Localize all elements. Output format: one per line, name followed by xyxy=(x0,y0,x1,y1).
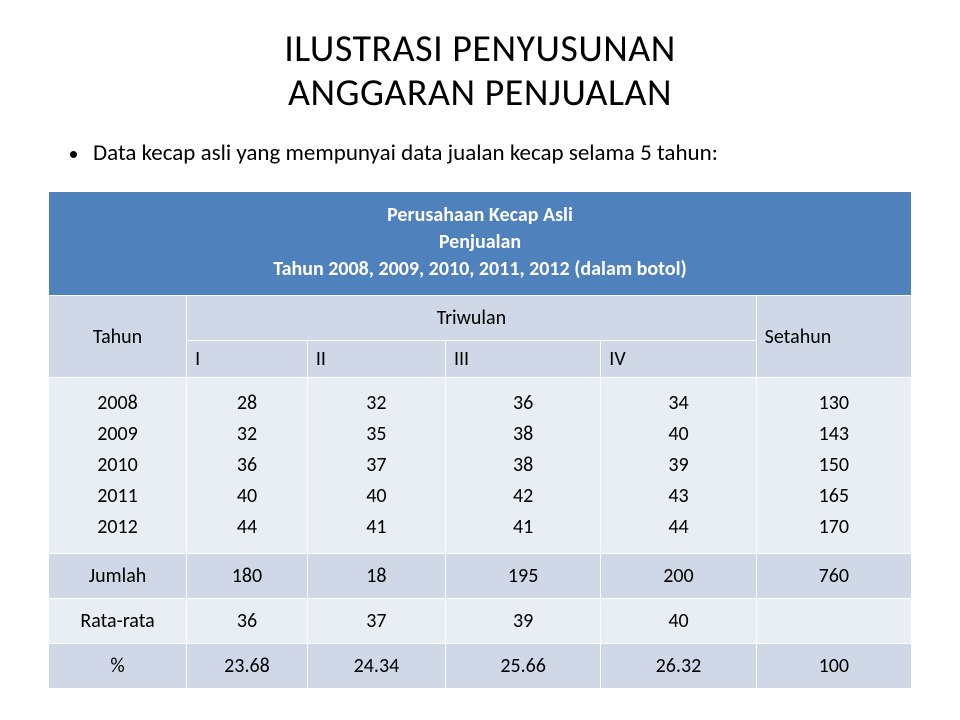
pct-q2: 24.34 xyxy=(307,644,445,689)
bullet-item: Data kecap asli yang mempunyai data jual… xyxy=(70,139,912,169)
sales-table: Perusahaan Kecap Asli Penjualan Tahun 20… xyxy=(48,191,912,689)
pct-q3: 25.66 xyxy=(445,644,600,689)
rata-annual xyxy=(756,599,911,644)
title-line2: ANGGARAN PENJUALAN xyxy=(288,70,672,116)
bullet-dot-icon xyxy=(70,151,77,158)
jumlah-q1: 180 xyxy=(187,554,308,599)
table-sum-row: Jumlah 180 18 195 200 760 xyxy=(49,554,912,599)
pct-q4: 26.32 xyxy=(601,644,756,689)
col-q3: III xyxy=(445,341,600,378)
years-cell: 2008 2009 2010 2011 2012 xyxy=(49,378,187,554)
rata-q1: 36 xyxy=(187,599,308,644)
header-line1: Perusahaan Kecap Asli xyxy=(387,203,573,227)
col-triwulan: Triwulan xyxy=(187,296,757,341)
q2-cell: 32 35 37 40 41 xyxy=(307,378,445,554)
col-q2: II xyxy=(307,341,445,378)
jumlah-q2: 18 xyxy=(307,554,445,599)
rata-q2: 37 xyxy=(307,599,445,644)
jumlah-annual: 760 xyxy=(756,554,911,599)
q3-cell: 36 38 38 42 41 xyxy=(445,378,600,554)
annual-cell: 130 143 150 165 170 xyxy=(756,378,911,554)
q1-cell: 28 32 36 40 44 xyxy=(187,378,308,554)
rata-label: Rata-rata xyxy=(49,599,187,644)
table-header-cell: Perusahaan Kecap Asli Penjualan Tahun 20… xyxy=(49,192,912,296)
table-avg-row: Rata-rata 36 37 39 40 xyxy=(49,599,912,644)
jumlah-label: Jumlah xyxy=(49,554,187,599)
pct-q1: 23.68 xyxy=(187,644,308,689)
col-tahun: Tahun xyxy=(49,296,187,378)
bullet-text: Data kecap asli yang mempunyai data jual… xyxy=(93,139,718,169)
col-q1: I xyxy=(187,341,308,378)
jumlah-q3: 195 xyxy=(445,554,600,599)
q4-cell: 34 40 39 43 44 xyxy=(601,378,756,554)
jumlah-q4: 200 xyxy=(601,554,756,599)
col-setahun: Setahun xyxy=(756,296,911,378)
pct-annual: 100 xyxy=(756,644,911,689)
title-line1: ILUSTRASI PENYUSUNAN xyxy=(284,26,676,72)
header-line2: Penjualan xyxy=(439,230,521,254)
table-data-row: 2008 2009 2010 2011 2012 28 32 36 40 44 … xyxy=(49,378,912,554)
rata-q3: 39 xyxy=(445,599,600,644)
slide-title: ILUSTRASI PENYUSUNAN ANGGARAN PENJUALAN xyxy=(48,28,912,115)
table-header-row: Perusahaan Kecap Asli Penjualan Tahun 20… xyxy=(49,192,912,296)
rata-q4: 40 xyxy=(601,599,756,644)
pct-label: % xyxy=(49,644,187,689)
table-subheader-row-1: Tahun Triwulan Setahun xyxy=(49,296,912,341)
col-q4: IV xyxy=(601,341,756,378)
header-line3: Tahun 2008, 2009, 2010, 2011, 2012 (dala… xyxy=(273,257,686,281)
table-pct-row: % 23.68 24.34 25.66 26.32 100 xyxy=(49,644,912,689)
slide: ILUSTRASI PENYUSUNAN ANGGARAN PENJUALAN … xyxy=(0,0,960,689)
